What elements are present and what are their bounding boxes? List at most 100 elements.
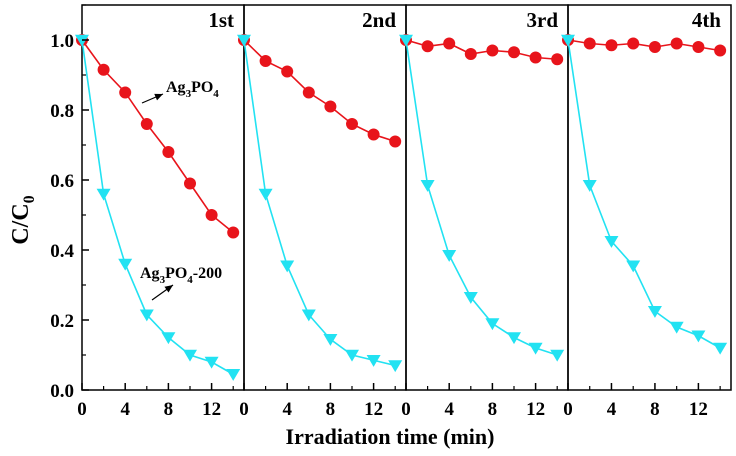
x-tick-label: 12 <box>689 399 708 420</box>
data-point-circle <box>627 37 640 50</box>
x-tick-label: 12 <box>364 399 383 420</box>
annotation-ag3po4-200-text: Ag <box>140 265 160 282</box>
panel-2: 0 4 8 12 2nd <box>237 4 407 420</box>
annotation-ag3po4-200: Ag3PO4-200 <box>140 265 222 286</box>
data-point-triangle <box>691 330 706 343</box>
x-tick-label: 4 <box>607 399 617 420</box>
panel-frame <box>405 4 569 391</box>
data-point-triangle <box>582 180 597 192</box>
data-point-circle <box>140 118 153 130</box>
data-point-triangle <box>604 236 619 248</box>
x-tick-label: 8 <box>488 399 498 420</box>
arrow-ag3po4-200-head <box>164 285 173 293</box>
series-ag3po4-200-line <box>567 39 721 349</box>
panel-1: 0 4 8 12 1st <box>75 4 245 420</box>
panel-4: 0 4 8 12 4th <box>561 4 732 420</box>
data-point-circle <box>346 118 358 130</box>
data-point-circle <box>389 135 402 148</box>
data-point-triangle <box>237 34 251 47</box>
x-tick-label: 12 <box>202 399 221 420</box>
data-point-triangle <box>647 306 662 318</box>
data-point-triangle <box>301 309 316 322</box>
data-point-triangle <box>463 292 478 304</box>
data-point-circle <box>119 86 132 99</box>
series-ag3po4-200-line <box>405 39 558 356</box>
data-point-triangle <box>399 34 413 47</box>
data-point-triangle <box>388 360 403 373</box>
x-tick-label: 0 <box>239 399 249 420</box>
data-point-triangle <box>280 260 295 273</box>
annotations: Ag3PO4 Ag3PO4-200 <box>140 79 222 301</box>
annotation-ag3po4-200-text: -200 <box>193 265 222 282</box>
y-axis: 0.0 0.2 0.4 0.6 0.8 1.0 <box>50 4 89 402</box>
x-axis-label: Irradiation time (min) <box>286 424 495 449</box>
x-tick-label: 4 <box>444 399 454 420</box>
annotation-ag3po4-subscript: 3 <box>186 88 192 100</box>
y-axis-label: C/C0 <box>8 195 38 244</box>
data-point-circle <box>367 128 380 141</box>
data-point-triangle <box>366 355 381 367</box>
data-point-triangle <box>204 356 219 369</box>
y-tick-label: 0.2 <box>50 311 74 332</box>
data-point-circle <box>259 55 272 67</box>
data-point-triangle <box>323 334 338 346</box>
data-point-triangle <box>485 318 500 331</box>
y-axis-label-sub: 0 <box>21 195 38 203</box>
data-point-circle <box>464 48 477 60</box>
data-point-circle <box>605 39 618 52</box>
data-point-triangle <box>550 349 565 362</box>
annotation-ag3po4-200-subscript: 3 <box>160 274 166 286</box>
data-point-circle <box>508 46 520 59</box>
data-point-circle <box>421 40 434 53</box>
data-point-circle <box>583 37 596 50</box>
data-point-circle <box>692 41 705 53</box>
x-tick-label: 8 <box>326 399 336 420</box>
data-point-triangle <box>528 342 543 355</box>
series-ag3po4-200-line <box>243 39 396 367</box>
data-point-circle <box>281 65 294 78</box>
y-tick-label: 0.6 <box>50 171 74 192</box>
x-tick-label: 12 <box>526 399 545 420</box>
data-point-triangle <box>345 349 359 362</box>
data-point-triangle <box>713 342 728 355</box>
data-point-circle <box>529 51 542 64</box>
x-tick-label: 0 <box>401 399 411 420</box>
panel-label: 2nd <box>362 8 396 32</box>
x-tick-label: 8 <box>164 399 174 420</box>
data-point-triangle <box>669 321 684 334</box>
annotation-ag3po4: Ag3PO4 <box>166 79 219 100</box>
data-point-circle <box>205 209 218 221</box>
y-tick-label: 0.4 <box>50 241 74 262</box>
data-point-triangle <box>420 180 435 192</box>
y-tick-label: 0.8 <box>50 101 74 122</box>
data-point-triangle <box>161 332 176 345</box>
y-axis-label-main: C/C <box>8 203 34 244</box>
panel-label: 4th <box>692 8 721 32</box>
data-point-circle <box>443 37 456 50</box>
data-point-circle <box>184 177 196 190</box>
annotation-ag3po4-200-text: PO <box>165 265 187 282</box>
data-point-triangle <box>139 309 154 322</box>
panel-label: 1st <box>208 8 234 32</box>
arrow-ag3po4-head <box>154 93 163 101</box>
x-tick-label: 4 <box>120 399 130 420</box>
data-point-triangle <box>507 332 521 345</box>
x-tick-label: 8 <box>650 399 660 420</box>
data-point-circle <box>324 100 337 113</box>
x-tick-label: 0 <box>563 399 573 420</box>
data-point-circle <box>714 44 727 57</box>
data-point-triangle <box>183 349 197 362</box>
data-point-circle <box>670 37 683 50</box>
data-point-triangle <box>626 260 641 273</box>
annotation-ag3po4-text: PO <box>191 79 213 96</box>
panel-3: 0 4 8 12 3rd <box>399 4 569 420</box>
data-point-triangle <box>258 188 273 201</box>
data-point-triangle <box>442 250 457 262</box>
panel-frame <box>567 4 732 391</box>
data-point-triangle <box>226 369 241 381</box>
y-tick-label: 0.0 <box>50 381 74 402</box>
data-point-circle <box>486 44 499 57</box>
y-tick-label: 1.0 <box>50 31 74 52</box>
data-point-circle <box>648 41 661 53</box>
